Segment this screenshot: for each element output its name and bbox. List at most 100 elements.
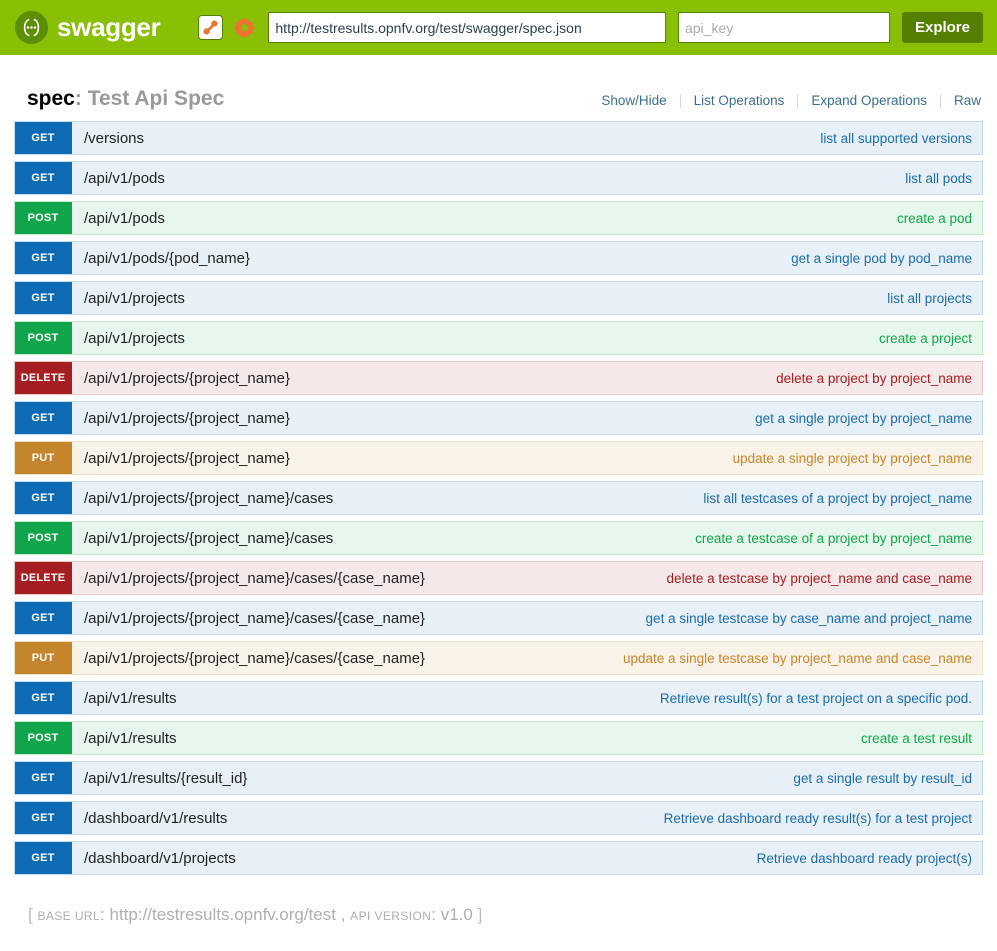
operation-description[interactable]: list all testcases of a project by proje… <box>703 490 972 506</box>
operation-row[interactable]: GET/versions list all supported versions <box>14 121 983 155</box>
option-divider <box>679 93 681 108</box>
operation-row[interactable]: POST/api/v1/projects create a project <box>14 321 983 355</box>
operation-method-badge[interactable]: GET <box>15 482 72 514</box>
operation-method-badge[interactable]: GET <box>15 602 72 634</box>
operation-path[interactable]: /api/v1/results <box>84 729 177 747</box>
operation-description[interactable]: list all pods <box>905 170 972 186</box>
operation-description[interactable]: Retrieve result(s) for a test project on… <box>659 690 972 706</box>
operation-description[interactable]: create a pod <box>896 210 972 226</box>
operations-list: GET/versions list all supported versions G… <box>14 121 983 885</box>
operation-description[interactable]: get a single result by result_id <box>793 770 972 786</box>
base-url-value: http://testresults.opnfv.org/test <box>109 905 336 924</box>
operation-method-badge[interactable]: POST <box>15 522 72 554</box>
operation-path[interactable]: /api/v1/results/{result_id} <box>84 769 248 787</box>
operation-row[interactable]: PUT/api/v1/projects/{project_name}/cases… <box>14 641 983 675</box>
operation-method-badge[interactable]: GET <box>15 402 72 434</box>
operation-row[interactable]: DELETE/api/v1/projects/{project_name} del… <box>14 361 983 395</box>
option-raw[interactable]: Raw <box>953 93 981 108</box>
option-divider <box>939 93 941 108</box>
operation-path[interactable]: /dashboard/v1/projects <box>84 849 236 867</box>
operation-method-badge[interactable]: PUT <box>15 442 72 474</box>
operation-row[interactable]: GET/dashboard/v1/projects Retrieve dashbo… <box>14 841 983 875</box>
operation-row[interactable]: POST/api/v1/projects/{project_name}/case… <box>14 521 983 555</box>
operation-path[interactable]: /api/v1/projects/{project_name}/cases <box>84 529 334 547</box>
operation-row[interactable]: GET/api/v1/projects/{project_name}/cases… <box>14 481 983 515</box>
operation-row[interactable]: GET/api/v1/results Retrieve result(s) for… <box>14 681 983 715</box>
operation-row[interactable]: POST/api/v1/results create a test result <box>14 721 983 755</box>
operation-path[interactable]: /api/v1/projects <box>84 289 185 307</box>
footer-info: [ BASE URL: http://testresults.opnfv.org… <box>14 885 983 939</box>
operation-path[interactable]: /api/v1/projects/{project_name}/cases/{c… <box>84 569 426 587</box>
top-bar: swagger Explore <box>0 0 997 55</box>
operation-path[interactable]: /api/v1/pods/{pod_name} <box>84 249 250 267</box>
spec-url-input[interactable] <box>268 12 666 43</box>
api-version-value: v1.0 <box>440 905 473 924</box>
base-url-separator: : <box>100 905 105 924</box>
base-url-label: BASE URL <box>37 909 101 923</box>
footer-close-bracket: ] <box>477 905 483 924</box>
operation-path[interactable]: /api/v1/projects/{project_name}/cases/{c… <box>84 609 426 627</box>
swagger-logo[interactable]: swagger <box>15 11 161 44</box>
operation-row[interactable]: GET/api/v1/projects/{project_name}/cases… <box>14 601 983 635</box>
operation-method-badge[interactable]: GET <box>15 802 72 834</box>
operation-method-badge[interactable]: GET <box>15 842 72 874</box>
gear-icon[interactable] <box>233 16 256 39</box>
operation-method-badge[interactable]: GET <box>15 682 72 714</box>
operation-method-badge[interactable]: GET <box>15 282 72 314</box>
operation-method-badge[interactable]: GET <box>15 762 72 794</box>
operation-description[interactable]: list all supported versions <box>820 130 972 146</box>
operation-description[interactable]: Retrieve dashboard ready project(s) <box>756 850 972 866</box>
operation-method-badge[interactable]: POST <box>15 202 72 234</box>
operation-description[interactable]: get a single project by project_name <box>755 410 972 426</box>
operation-method-badge[interactable]: DELETE <box>15 362 72 394</box>
operation-method-badge[interactable]: DELETE <box>15 562 72 594</box>
operation-path[interactable]: /api/v1/projects/{project_name} <box>84 449 290 467</box>
operation-path[interactable]: /api/v1/projects/{project_name}/cases <box>84 489 334 507</box>
operation-method-badge[interactable]: GET <box>15 122 72 154</box>
operation-path[interactable]: /api/v1/projects <box>84 329 185 347</box>
explore-button[interactable]: Explore <box>901 12 983 43</box>
operation-row[interactable]: GET/api/v1/projects/{project_name} get a … <box>14 401 983 435</box>
operation-row[interactable]: GET/api/v1/projects list all projects <box>14 281 983 315</box>
operation-row[interactable]: DELETE/api/v1/projects/{project_name}/ca… <box>14 561 983 595</box>
operation-row[interactable]: GET/api/v1/results/{result_id} get a sing… <box>14 761 983 795</box>
operation-method-badge[interactable]: GET <box>15 162 72 194</box>
api-key-input[interactable] <box>677 12 890 43</box>
option-list-operations[interactable]: List Operations <box>693 93 785 108</box>
operation-description[interactable]: delete a project by project_name <box>776 370 972 386</box>
authorize-key-icon[interactable] <box>198 15 224 40</box>
operation-method-badge[interactable]: POST <box>15 322 72 354</box>
operation-description[interactable]: create a project <box>878 330 972 346</box>
operation-path[interactable]: /versions <box>84 129 145 147</box>
operation-description[interactable]: Retrieve dashboard ready result(s) for a… <box>663 810 972 826</box>
operation-method-badge[interactable]: GET <box>15 242 72 274</box>
operation-description[interactable]: update a single project by project_name <box>732 450 972 466</box>
operation-path[interactable]: /dashboard/v1/results <box>84 809 228 827</box>
operation-path[interactable]: /api/v1/results <box>84 689 177 707</box>
operation-description[interactable]: update a single testcase by project_name… <box>623 650 972 666</box>
option-expand-operations[interactable]: Expand Operations <box>811 93 927 108</box>
operation-path[interactable]: /api/v1/pods <box>84 169 165 187</box>
operation-description[interactable]: delete a testcase by project_name and ca… <box>666 570 972 586</box>
operation-row[interactable]: GET/dashboard/v1/results Retrieve dashboa… <box>14 801 983 835</box>
operation-path[interactable]: /api/v1/pods <box>84 209 165 227</box>
resource-subtitle: Test Api Spec <box>87 87 225 110</box>
operation-path[interactable]: /api/v1/projects/{project_name} <box>84 409 290 427</box>
operation-description[interactable]: get a single testcase by case_name and p… <box>645 610 972 626</box>
resource-options: Show/Hide List Operations Expand Operati… <box>588 93 981 108</box>
operation-row[interactable]: POST/api/v1/pods create a pod <box>14 201 983 235</box>
operation-description[interactable]: create a testcase of a project by projec… <box>695 530 972 546</box>
operation-path[interactable]: /api/v1/projects/{project_name}/cases/{c… <box>84 649 426 667</box>
operation-row[interactable]: GET/api/v1/pods list all pods <box>14 161 983 195</box>
swagger-braces-icon <box>15 11 48 44</box>
option-show-hide[interactable]: Show/Hide <box>601 93 667 108</box>
operation-method-badge[interactable]: POST <box>15 722 72 754</box>
operation-description[interactable]: get a single pod by pod_name <box>791 250 972 266</box>
api-version-separator: : <box>431 905 436 924</box>
operation-method-badge[interactable]: PUT <box>15 642 72 674</box>
operation-row[interactable]: GET/api/v1/pods/{pod_name} get a single p… <box>14 241 983 275</box>
operation-path[interactable]: /api/v1/projects/{project_name} <box>84 369 290 387</box>
operation-description[interactable]: list all projects <box>887 290 972 306</box>
operation-description[interactable]: create a test result <box>860 730 972 746</box>
operation-row[interactable]: PUT/api/v1/projects/{project_name} update… <box>14 441 983 475</box>
